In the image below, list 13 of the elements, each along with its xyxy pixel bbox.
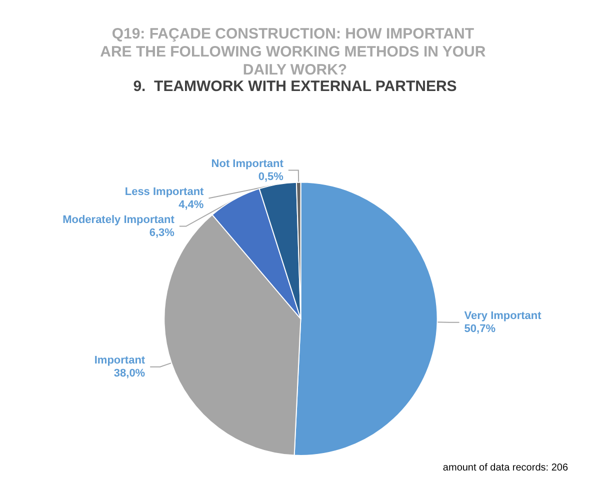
slice-label: Very Important	[464, 310, 542, 322]
chart-subtitle: 9. TEAMWORK WITH EXTERNAL PARTNERS	[133, 78, 457, 95]
slice-label: Moderately Important	[62, 214, 175, 226]
text: amount of data records: 206	[442, 462, 568, 474]
slice-label: Important	[94, 354, 146, 366]
slice-label: Not Important	[211, 158, 284, 170]
data-label: 4,4%	[178, 198, 204, 211]
data-label: 6,3%	[149, 226, 175, 239]
chart-title: Q19: FAÇADE CONSTRUCTION: HOW IMPORTANT ARE THE FOLLOWING WORKING METHODS IN YOUR DAILY WORK?	[100, 26, 490, 78]
slice-label: Less Important	[124, 186, 204, 198]
data-label: 0,5%	[258, 170, 284, 183]
data-label: 38,0%	[114, 367, 146, 380]
data-label: 50,7%	[464, 322, 496, 335]
